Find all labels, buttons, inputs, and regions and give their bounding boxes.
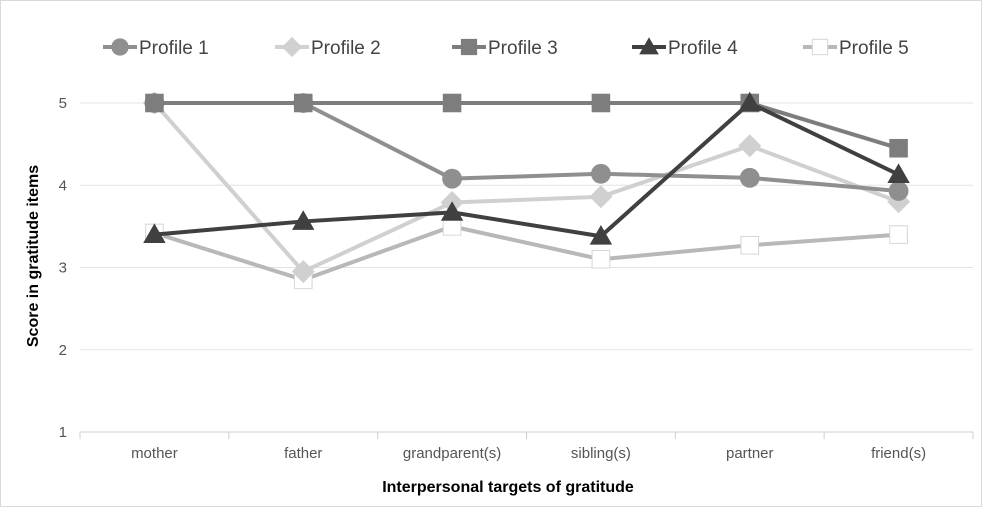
series-line [154,101,900,239]
data-point-diamond [738,134,762,158]
data-point-square [145,93,164,113]
data-point-square [293,93,313,113]
legend-label: Profile 4 [668,38,738,59]
x-tick-label: partner [726,445,774,462]
data-point-open-square [591,249,611,269]
data-point-diamond [281,36,303,58]
data-point-square [889,138,908,158]
legend-label: Profile 3 [488,38,558,59]
series-profile-4 [143,91,910,245]
series-line [153,224,899,282]
data-point-diamond [291,260,315,284]
legend-item: Profile 1 [103,38,209,59]
data-point-circle [442,168,463,189]
x-tick-label: mother [131,445,178,462]
data-point-triangle [738,91,761,112]
legend-item: Profile 3 [452,38,558,59]
legend-item: Profile 5 [803,38,909,59]
data-point-circle [590,163,611,184]
data-point-open-square [889,225,908,244]
x-tick-label: grandparent(s) [403,445,501,462]
data-point-circle [739,167,760,188]
data-point-circle [888,181,909,201]
axes: 1 2 3 4 5 mother father grandparent(s) sibling(s… [59,95,974,462]
x-tick-label: sibling(s) [571,445,631,462]
x-tick-label: friend(s) [871,445,926,462]
y-tick-label: 5 [59,95,67,112]
data-point-triangle [143,223,166,243]
series-group [142,91,911,290]
data-point-triangle [639,37,659,55]
legend-item: Profile 4 [632,37,738,59]
data-point-square [442,93,462,113]
data-point-triangle [440,201,464,221]
y-tick-label: 3 [59,260,67,277]
data-point-square [591,93,611,113]
data-point-circle [111,38,129,56]
legend-label: Profile 2 [311,38,381,59]
legend-label: Profile 5 [839,38,909,59]
y-tick-label: 1 [59,424,67,441]
y-axis-title: Score in gratitude items [25,165,42,347]
series-line [154,101,900,151]
data-point-diamond [589,185,613,209]
data-point-triangle [887,163,910,183]
series-line [152,101,900,274]
x-axis-title: Interpersonal targets of gratitude [382,479,634,496]
legend: Profile 1 Profile 2 Profile 3 Profile 4 Prof… [103,36,909,59]
data-point-open-square [740,235,760,255]
data-point-triangle [589,225,613,245]
legend-label: Profile 1 [139,38,209,59]
legend-item: Profile 2 [275,36,381,59]
data-point-open-square [811,38,829,56]
data-point-square [460,38,478,56]
y-tick-label: 4 [59,177,67,194]
y-tick-label: 2 [59,342,67,359]
data-point-triangle [292,210,315,230]
x-tick-label: father [284,445,322,462]
